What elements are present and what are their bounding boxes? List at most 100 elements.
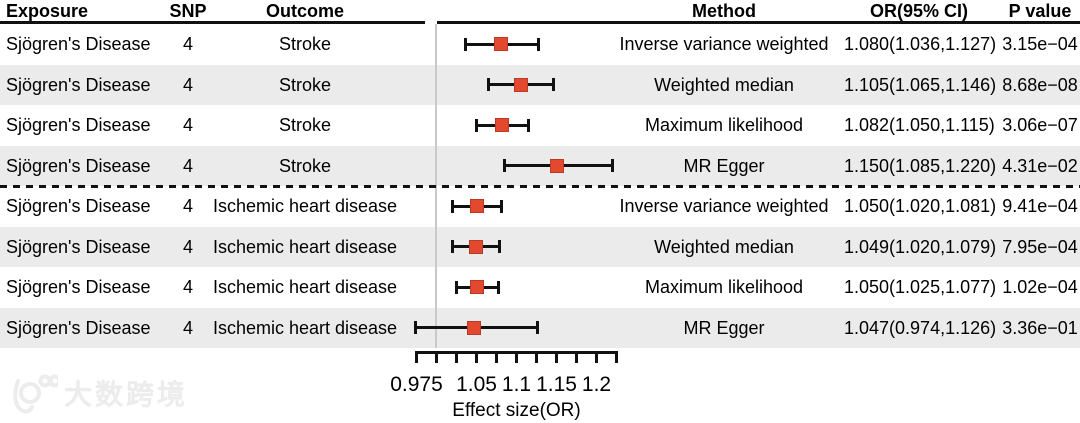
cell-snp: 4 bbox=[182, 196, 193, 216]
x-axis-tick bbox=[575, 351, 578, 363]
cell-exposure: Sjögren's Disease bbox=[6, 34, 151, 54]
ci-cap-low bbox=[414, 321, 418, 335]
cell-or-ci: 1.105(1.065,1.146) bbox=[844, 74, 997, 95]
cell-outcome: Ischemic heart disease bbox=[212, 317, 398, 338]
cell-or-ci: 1.080(1.036,1.127) bbox=[844, 34, 997, 54]
x-axis-tick bbox=[515, 351, 518, 363]
x-axis-tick bbox=[555, 351, 558, 363]
or-point-estimate bbox=[495, 118, 510, 133]
watermark-logo-icon bbox=[13, 374, 58, 414]
ci-cap-low bbox=[503, 159, 506, 173]
or-point-estimate bbox=[493, 37, 508, 52]
cell-or-ci: 1.050(1.025,1.077) bbox=[844, 277, 997, 297]
cell-or-ci: 1.082(1.050,1.115) bbox=[844, 115, 995, 135]
cell-p-value: 8.68e−08 bbox=[1002, 74, 1078, 95]
col-header-p-value: P value bbox=[1008, 1, 1072, 21]
ci-cap-low bbox=[463, 37, 467, 51]
col-header-method: Method bbox=[692, 1, 756, 21]
cell-or-ci: 1.049(1.020,1.079) bbox=[844, 236, 997, 257]
col-header-outcome: Outcome bbox=[265, 1, 344, 21]
ci-cap-high bbox=[536, 37, 540, 51]
cell-p-value: 3.06e−07 bbox=[1002, 115, 1078, 135]
table-row: Sjögren's Disease 4 Ischemic heart disea… bbox=[0, 186, 1080, 227]
col-header-snp: SNP bbox=[169, 1, 207, 21]
or-point-estimate bbox=[468, 239, 483, 254]
x-axis-tick bbox=[475, 351, 478, 363]
cell-p-value: 9.41e−04 bbox=[1002, 196, 1078, 216]
x-axis-tick-label: 0.975 bbox=[390, 373, 443, 396]
table-row: Sjögren's Disease 4 Stroke Maximum likel… bbox=[0, 105, 1080, 146]
cell-outcome: Stroke bbox=[278, 155, 332, 176]
cell-or-ci: 1.050(1.020,1.081) bbox=[844, 196, 997, 216]
cell-outcome: Stroke bbox=[278, 115, 332, 135]
cell-snp: 4 bbox=[182, 236, 193, 257]
header-underline-right bbox=[437, 21, 1080, 24]
cell-snp: 4 bbox=[182, 277, 193, 297]
x-axis-tick-label: 1.15 bbox=[536, 373, 577, 396]
x-axis-tick-label: 1.2 bbox=[581, 373, 612, 396]
x-axis-tick-label: 1.1 bbox=[501, 373, 532, 396]
ci-cap-high bbox=[551, 78, 555, 92]
or-point-estimate bbox=[549, 158, 564, 173]
cell-outcome: Stroke bbox=[278, 34, 332, 54]
cell-exposure: Sjögren's Disease bbox=[6, 115, 151, 135]
ci-cap-low bbox=[475, 118, 478, 132]
table-row: Sjögren's Disease 4 Stroke Inverse varia… bbox=[0, 24, 1080, 65]
cell-p-value: 3.36e−01 bbox=[1002, 317, 1078, 338]
watermark: 大数跨境 bbox=[8, 371, 188, 419]
x-axis-tick bbox=[455, 351, 458, 363]
cell-p-value: 7.95e−04 bbox=[1002, 236, 1078, 257]
cell-outcome: Ischemic heart disease bbox=[212, 196, 398, 216]
cell-method: Maximum likelihood bbox=[644, 277, 804, 297]
cell-method: Inverse variance weighted bbox=[619, 34, 829, 54]
cell-method: Inverse variance weighted bbox=[619, 196, 829, 216]
table-row: Sjögren's Disease 4 Ischemic heart disea… bbox=[0, 307, 1080, 348]
cell-method: MR Egger bbox=[683, 317, 765, 338]
cell-snp: 4 bbox=[182, 155, 193, 176]
cell-method: MR Egger bbox=[683, 155, 765, 176]
cell-exposure: Sjögren's Disease bbox=[6, 74, 151, 95]
x-axis-tick-label: 1.05 bbox=[456, 373, 497, 396]
cell-exposure: Sjögren's Disease bbox=[6, 236, 151, 257]
ci-cap-low bbox=[455, 280, 458, 294]
cell-snp: 4 bbox=[182, 317, 193, 338]
ci-cap-low bbox=[451, 199, 454, 213]
cell-p-value: 1.02e−04 bbox=[1002, 277, 1078, 297]
x-axis-tick bbox=[535, 351, 538, 363]
cell-exposure: Sjögren's Disease bbox=[6, 277, 151, 297]
cell-method: Weighted median bbox=[654, 236, 794, 257]
x-axis-tick bbox=[615, 351, 618, 363]
or-point-estimate bbox=[469, 199, 484, 214]
cell-exposure: Sjögren's Disease bbox=[6, 317, 151, 338]
x-axis-tick bbox=[595, 351, 598, 363]
cell-p-value: 4.31e−02 bbox=[1002, 155, 1078, 176]
cell-snp: 4 bbox=[182, 115, 193, 135]
ci-cap-high bbox=[611, 159, 614, 173]
cell-p-value: 3.15e−04 bbox=[1002, 34, 1078, 54]
ci-cap-high bbox=[498, 240, 502, 254]
x-axis-tick bbox=[495, 351, 498, 363]
x-axis-title: Effect size(OR) bbox=[452, 400, 581, 421]
cell-method: Maximum likelihood bbox=[644, 115, 804, 135]
cell-exposure: Sjögren's Disease bbox=[6, 155, 151, 176]
cell-or-ci: 1.150(1.085,1.220) bbox=[844, 155, 997, 176]
watermark-text: 大数跨境 bbox=[64, 379, 189, 410]
table-row: Sjögren's Disease 4 Ischemic heart disea… bbox=[0, 267, 1080, 308]
or-point-estimate bbox=[467, 320, 482, 335]
cell-outcome: Ischemic heart disease bbox=[212, 277, 398, 297]
cell-method: Weighted median bbox=[654, 74, 794, 95]
or-point-estimate bbox=[469, 280, 484, 295]
group-separator-dashed-line bbox=[0, 185, 1080, 188]
col-header-exposure: Exposure bbox=[6, 1, 89, 21]
cell-snp: 4 bbox=[182, 34, 193, 54]
x-axis-tick bbox=[415, 351, 418, 363]
header-underline-left bbox=[0, 21, 425, 24]
ci-cap-high bbox=[499, 199, 503, 213]
ci-cap-high bbox=[535, 321, 539, 335]
cell-snp: 4 bbox=[182, 74, 193, 95]
x-axis-tick bbox=[435, 351, 438, 363]
cell-or-ci: 1.047(0.974,1.126) bbox=[844, 317, 997, 338]
table-row: Sjögren's Disease 4 Ischemic heart disea… bbox=[0, 226, 1080, 267]
ci-cap-high bbox=[496, 280, 500, 294]
